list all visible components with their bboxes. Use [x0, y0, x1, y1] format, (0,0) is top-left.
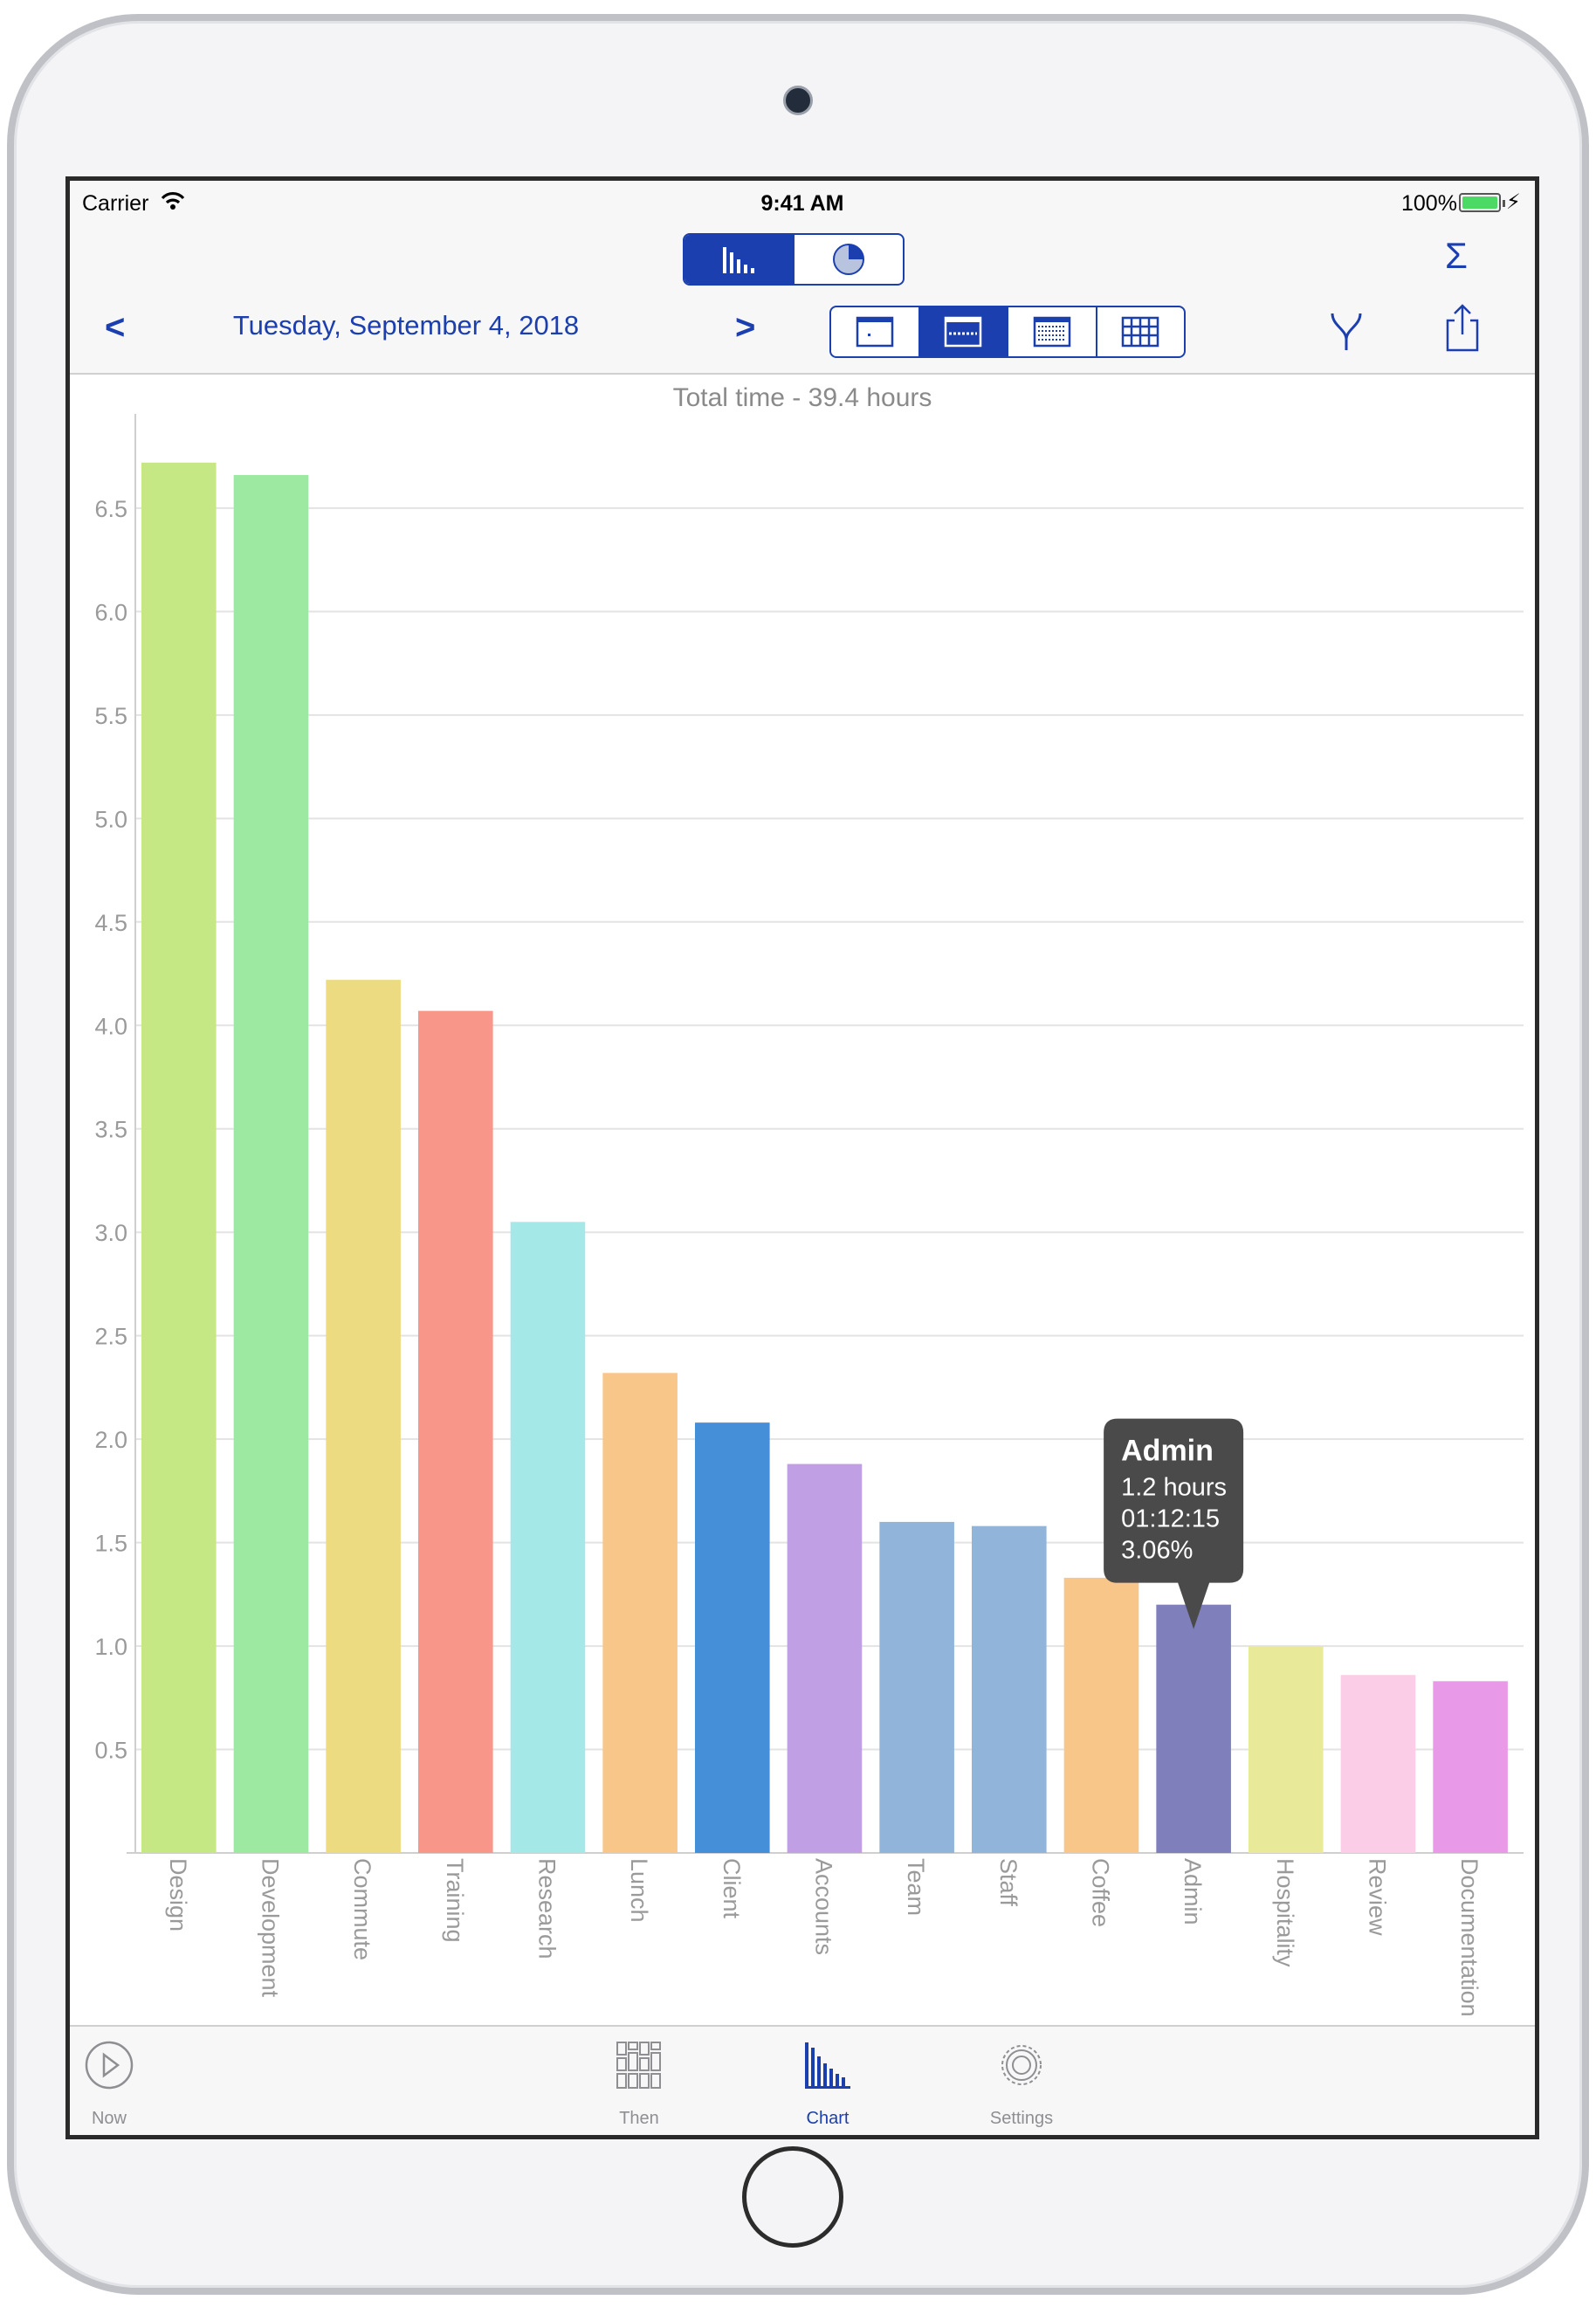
tooltip-line: 01:12:15: [1121, 1505, 1220, 1533]
y-tick-label: 4.5: [94, 910, 127, 936]
status-bar: Carrier 9:41 AM 100% ⚡: [70, 181, 1535, 224]
y-tick-label: 2.0: [94, 1427, 127, 1453]
tab-settings-label: Settings: [989, 2109, 1054, 2128]
month-period-button[interactable]: [1007, 307, 1096, 356]
chart-title: Total time - 39.4 hours: [673, 383, 932, 412]
bar-admin: [1156, 1604, 1231, 1853]
sum-button[interactable]: Σ: [1445, 235, 1468, 276]
year-period-button[interactable]: [1095, 307, 1185, 356]
x-tick-label: Client: [719, 1858, 745, 1919]
y-tick-label: 5.0: [94, 806, 127, 832]
x-tick-label: Staff: [995, 1858, 1022, 1907]
chart-type-toggle: [683, 233, 905, 286]
bar-chart-toggle[interactable]: [684, 235, 793, 284]
bar-chart: Total time - 39.4 hours 0.5 1.0 1.5 2.0 2.5 3.…: [70, 375, 1535, 2025]
bar-coffee: [1063, 1577, 1139, 1853]
battery-percent: 100%: [1401, 191, 1457, 216]
tooltip-line: 1.2 hours: [1121, 1474, 1227, 1502]
bar-training: [418, 1010, 493, 1853]
week-period-icon: [945, 316, 982, 348]
tab-then[interactable]: Then: [561, 2027, 718, 2135]
x-tick-label: Team: [903, 1858, 929, 1916]
bar-research: [510, 1222, 586, 1853]
month-period-icon: [1033, 316, 1070, 348]
x-tick-label: Training: [442, 1858, 468, 1943]
x-tick-label: Hospitality: [1272, 1858, 1298, 1967]
previous-date-button[interactable]: <: [105, 308, 126, 347]
tooltip-title: Admin: [1121, 1435, 1214, 1468]
share-icon[interactable]: [1442, 303, 1482, 354]
year-period-icon: [1122, 316, 1159, 348]
play-icon: [85, 2041, 134, 2090]
day-period-icon: [856, 316, 893, 348]
bar-commute: [326, 980, 401, 1853]
y-tick-label: 0.5: [94, 1738, 127, 1764]
tooltip-line: 3.06%: [1121, 1537, 1193, 1565]
bar-team: [879, 1521, 954, 1853]
y-tick-label: 2.5: [94, 1324, 127, 1350]
x-tick-label: Development: [257, 1858, 283, 1998]
tab-bar: Now Then Chart: [70, 2025, 1535, 2135]
battery-icon: [1459, 193, 1505, 212]
tab-now-label: Now: [91, 2109, 127, 2128]
tab-settings[interactable]: Settings: [943, 2027, 1100, 2135]
bar-hospitality: [1249, 1646, 1324, 1853]
x-tick-label: Research: [533, 1858, 560, 1959]
x-tick-label: Accounts: [810, 1858, 836, 1955]
tab-chart[interactable]: Chart: [749, 2027, 906, 2135]
y-tick-label: 1.0: [94, 1634, 127, 1660]
bar-review: [1340, 1675, 1416, 1853]
filter-icon[interactable]: [1327, 310, 1366, 354]
x-tick-label: Coffee: [1087, 1858, 1113, 1927]
tab-chart-label: Chart: [806, 2109, 850, 2128]
y-tick-label: 3.5: [94, 1117, 127, 1143]
y-tick-label: 1.5: [94, 1531, 127, 1557]
period-selector: [829, 306, 1186, 358]
y-tick-label: 6.0: [94, 599, 127, 625]
week-period-button[interactable]: [918, 307, 1007, 356]
bar-documentation: [1433, 1681, 1508, 1853]
date-label[interactable]: Tuesday, September 4, 2018: [232, 310, 580, 341]
tooltip-bubble: [1104, 1418, 1244, 1629]
pie-chart-icon: [833, 244, 864, 275]
x-tick-label: Commute: [349, 1858, 375, 1960]
bar-development: [233, 475, 309, 1853]
next-date-button[interactable]: >: [735, 308, 756, 347]
pie-chart-toggle[interactable]: [793, 235, 903, 284]
tooltip: Admin 1.2 hours 01:12:15 3.06%: [1104, 1418, 1244, 1629]
bar-staff: [972, 1525, 1047, 1853]
x-tick-label: Lunch: [626, 1858, 652, 1923]
y-tick-label: 6.5: [94, 496, 127, 522]
bar-chart-svg: Total time - 39.4 hours 0.5 1.0 1.5 2.0 2.5 3.…: [94, 383, 1524, 2017]
gear-icon: [1001, 2045, 1042, 2085]
bar-lunch: [602, 1373, 678, 1853]
bar-chart-icon: [723, 247, 754, 273]
bar-chart-icon: [805, 2042, 850, 2089]
x-tick-label: Documentation: [1456, 1858, 1482, 2017]
app-screen: Carrier 9:41 AM 100% ⚡: [65, 176, 1539, 2139]
bar-client: [695, 1422, 770, 1853]
y-tick-label: 4.0: [94, 1013, 127, 1039]
wifi-icon: [161, 192, 185, 210]
y-tick-label: 5.5: [94, 703, 127, 729]
x-tick-label: Admin: [1180, 1858, 1206, 1925]
tab-now[interactable]: Now: [70, 2027, 188, 2135]
charging-icon: ⚡: [1506, 190, 1521, 214]
y-tick-label: 3.0: [94, 1220, 127, 1246]
bar-design: [141, 462, 217, 1853]
bar-accounts: [787, 1463, 863, 1853]
x-tick-label: Review: [1364, 1858, 1390, 1936]
toolbar: Σ < Tuesday, September 4, 2018 >: [70, 224, 1535, 375]
x-tick-label: Design: [165, 1858, 191, 1932]
clock-label: 9:41 AM: [760, 191, 844, 216]
home-button[interactable]: [742, 2146, 843, 2248]
day-period-button[interactable]: [831, 307, 918, 356]
carrier-label: Carrier: [82, 191, 149, 216]
camera-icon: [783, 86, 813, 115]
tab-then-label: Then: [619, 2109, 659, 2128]
grid-icon: [616, 2042, 661, 2089]
